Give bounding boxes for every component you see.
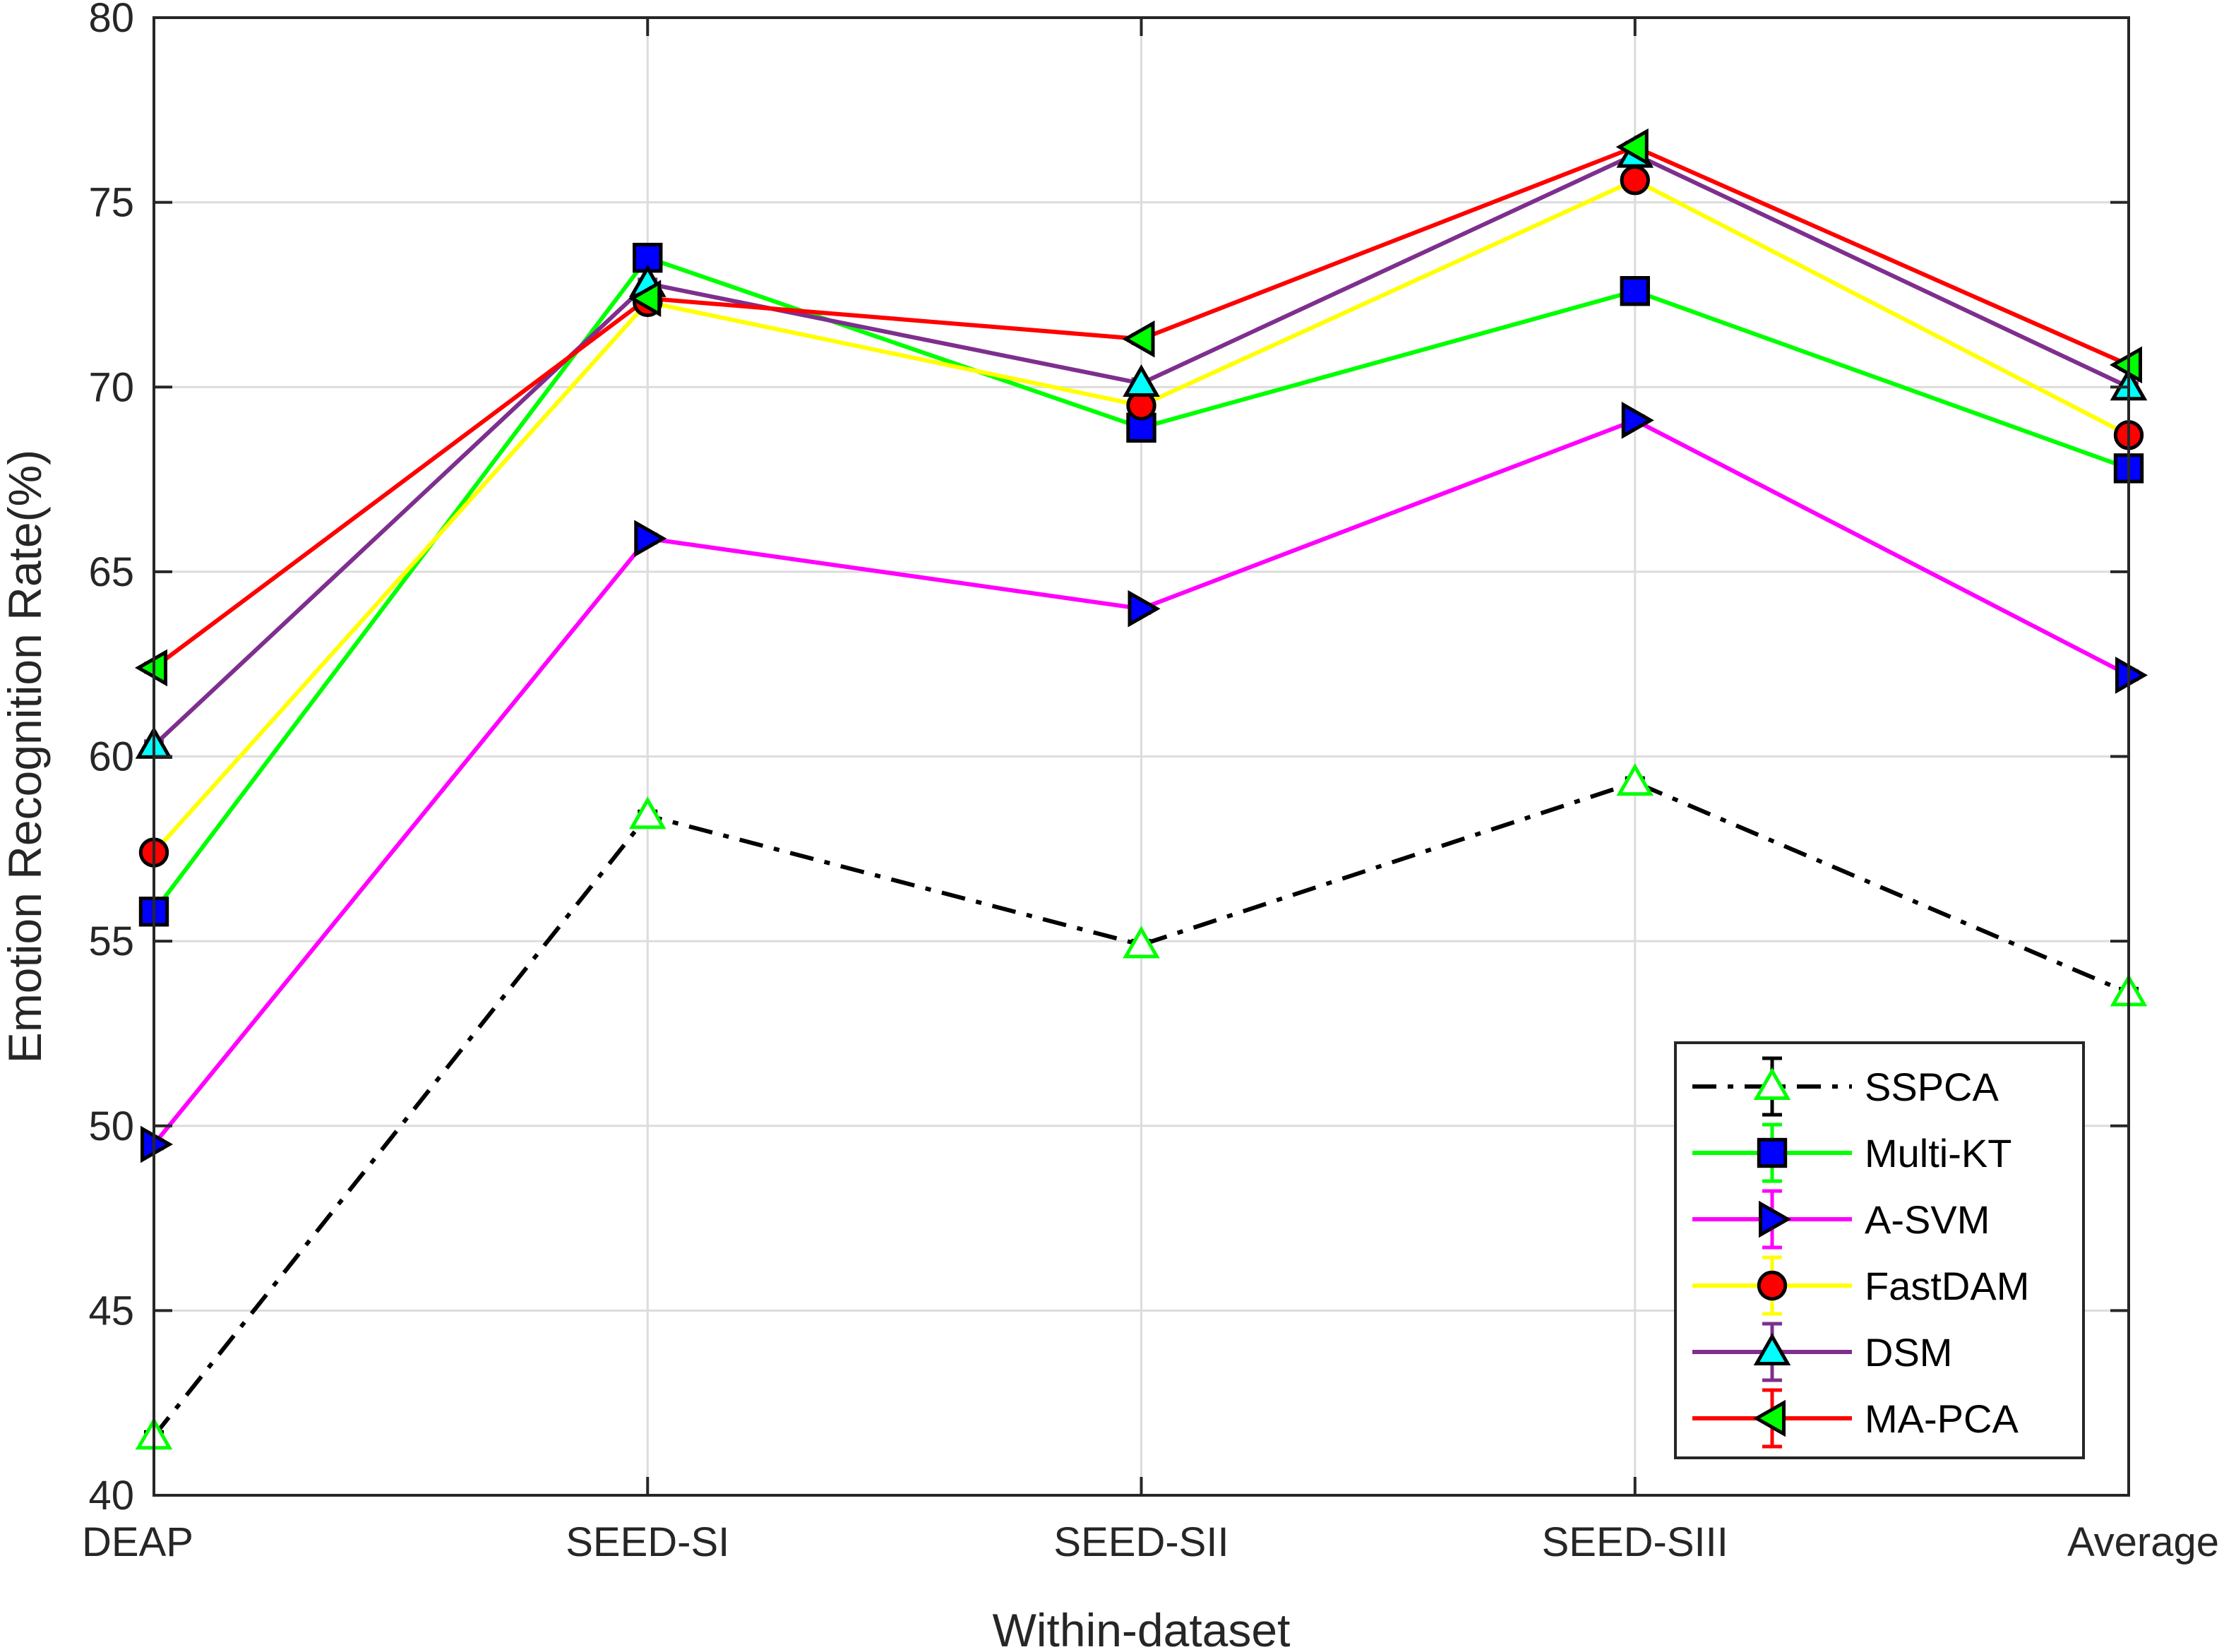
data-point-ma-pca xyxy=(1615,128,1649,166)
legend-item-ma-pca: MA-PCA xyxy=(1692,1388,2019,1449)
x-tick-label: SEED-SII xyxy=(1053,1519,1228,1565)
data-point-sspca xyxy=(628,796,666,830)
series-line-sspca xyxy=(152,780,2130,1438)
y-tick-label: 75 xyxy=(88,180,134,226)
marker-sspca xyxy=(628,796,666,830)
data-point-fastdam xyxy=(1126,390,1156,421)
legend-label: DSM xyxy=(1865,1330,1952,1375)
y-tick-label: 70 xyxy=(88,364,134,410)
marker-a-svm xyxy=(1128,589,1161,628)
data-point-dsm xyxy=(1123,364,1160,397)
marker-a-svm xyxy=(2115,657,2148,694)
marker-ma-pca xyxy=(1122,320,1155,358)
marker-a-svm xyxy=(634,520,667,558)
x-tick-label: DEAP xyxy=(82,1519,193,1565)
legend-label: SSPCA xyxy=(1865,1065,1999,1109)
marker-a-svm xyxy=(1621,402,1654,439)
data-point-sspca xyxy=(1123,926,1160,959)
series-markers xyxy=(134,128,2148,1450)
data-point-a-svm xyxy=(2115,657,2148,694)
legend-marker xyxy=(1752,1399,1786,1437)
legend-item-a-svm: A-SVM xyxy=(1692,1189,1990,1250)
data-point-a-svm xyxy=(1621,402,1654,439)
legend-item-dsm: DSM xyxy=(1692,1322,1952,1382)
data-point-multi-kt xyxy=(1620,276,1650,306)
legend-marker xyxy=(1759,1200,1792,1238)
legend-label: A-SVM xyxy=(1865,1197,1990,1242)
marker-ma-pca xyxy=(1615,128,1649,166)
legend-box xyxy=(1674,1041,2085,1459)
data-point-a-svm xyxy=(634,520,667,558)
x-tick-label: Average xyxy=(2067,1519,2219,1565)
marker-multi-kt xyxy=(1620,276,1650,306)
marker-dsm xyxy=(1123,364,1160,397)
x-tick-label: SEED-SIII xyxy=(1542,1519,1728,1565)
marker-ma-pca xyxy=(134,649,167,687)
legend-label: MA-PCA xyxy=(1865,1396,2019,1441)
data-point-fastdam xyxy=(1620,165,1650,196)
marker-fastdam xyxy=(1620,165,1650,196)
legend-label: Multi-KT xyxy=(1865,1131,2011,1175)
marker-ma-pca xyxy=(628,280,662,317)
y-tick-label: 50 xyxy=(88,1103,134,1149)
legend-marker xyxy=(1757,1270,1788,1301)
x-tick-label: SEED-SI xyxy=(566,1519,729,1565)
legend: SSPCA Multi-KT A-SVM FastDAM DSM MA-PCA xyxy=(1674,1041,2085,1459)
y-tick-label: 45 xyxy=(88,1288,134,1334)
legend-item-multi-kt: Multi-KT xyxy=(1692,1123,2011,1183)
legend-marker xyxy=(1753,1332,1791,1365)
legend-marker xyxy=(1753,1067,1791,1100)
y-tick-label: 55 xyxy=(88,918,134,964)
marker-a-svm xyxy=(141,1125,174,1163)
data-point-sspca xyxy=(1616,763,1654,796)
legend-label: FastDAM xyxy=(1865,1264,2029,1308)
marker-sspca xyxy=(1616,763,1654,796)
data-point-ma-pca xyxy=(134,649,167,687)
data-point-ma-pca xyxy=(1122,320,1155,358)
marker-sspca xyxy=(1123,926,1160,959)
data-point-ma-pca xyxy=(628,280,662,317)
legend-item-sspca: SSPCA xyxy=(1692,1056,1999,1117)
y-tick-label: 60 xyxy=(88,734,134,780)
y-axis-title: Emotion Recognition Rate(%) xyxy=(0,450,51,1063)
data-point-a-svm xyxy=(1128,589,1161,628)
axis-ticks: 40 45 50 55 60 65 70 75 80 DEAP SEED-SI SEED-SII SEE… xyxy=(82,0,2219,1565)
x-axis-title: Within-dataset xyxy=(993,1604,1291,1652)
y-tick-label: 40 xyxy=(88,1473,134,1519)
y-tick-label: 80 xyxy=(88,0,134,41)
y-tick-label: 65 xyxy=(88,549,134,595)
legend-item-fastdam: FastDAM xyxy=(1692,1255,2029,1316)
marker-ma-pca xyxy=(2109,346,2142,384)
legend-marker xyxy=(1757,1137,1788,1168)
